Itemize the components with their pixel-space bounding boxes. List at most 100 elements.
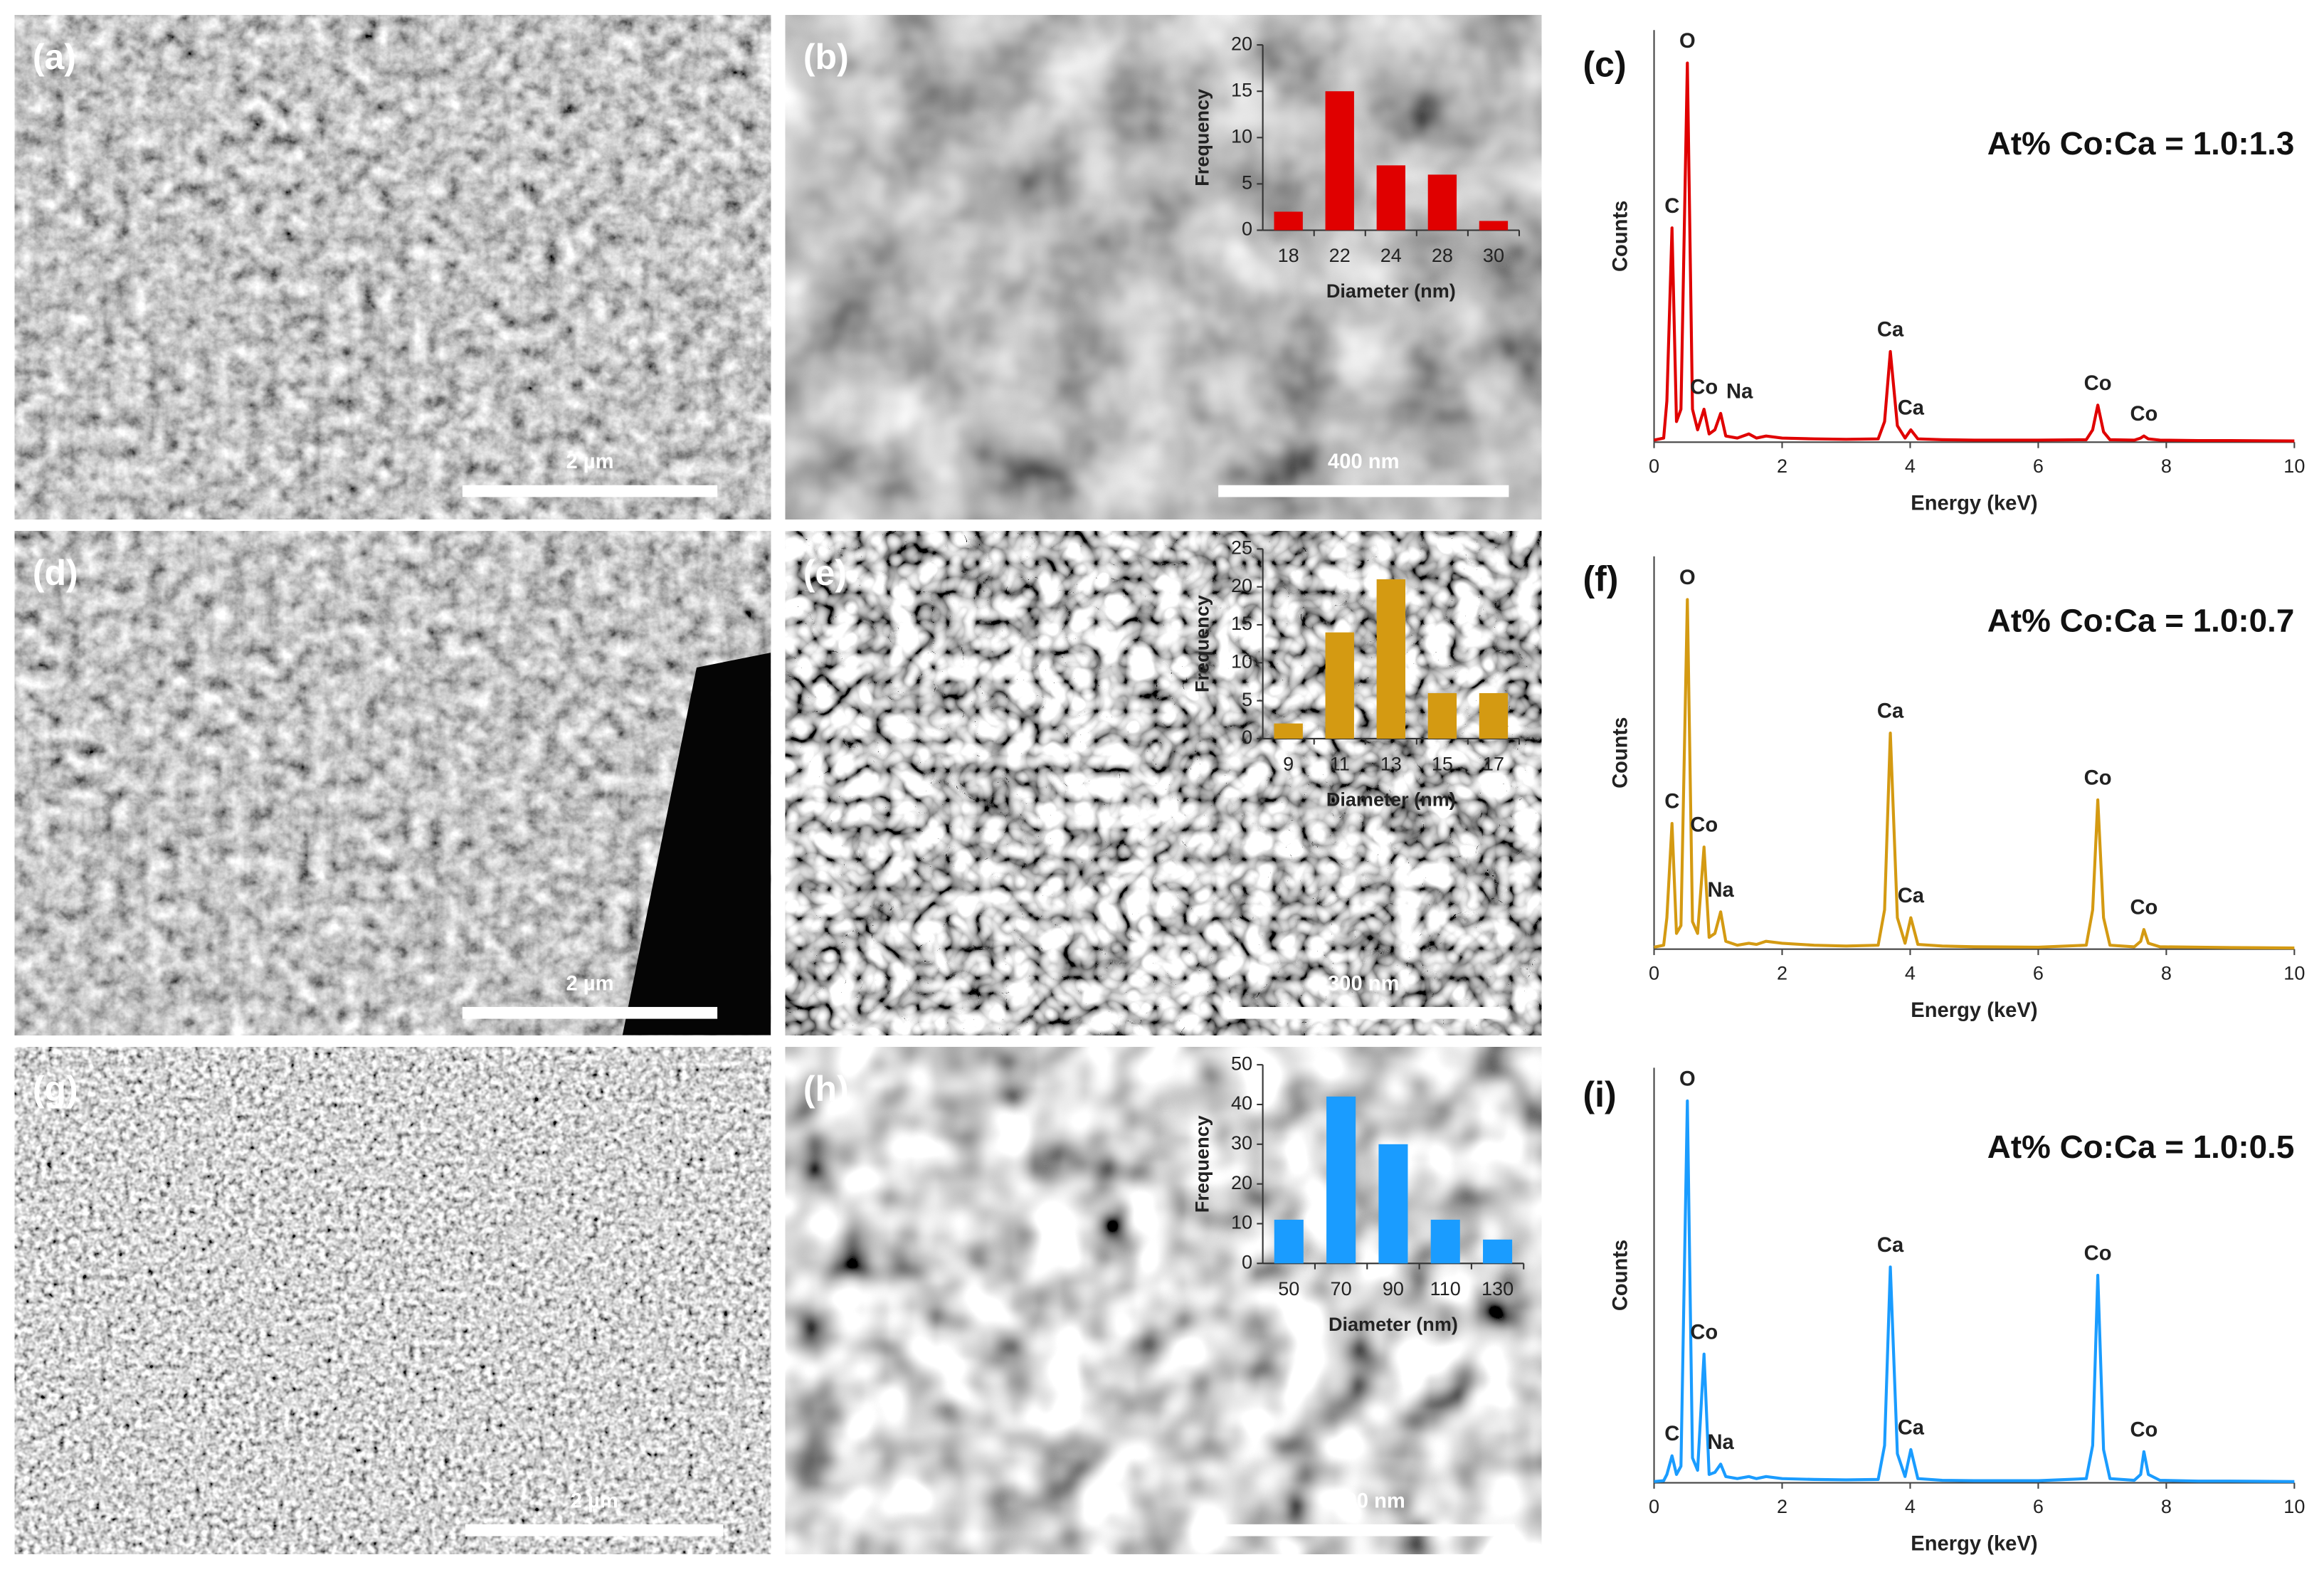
peak-label: Ca xyxy=(1877,1234,1904,1257)
y-tick-label: 20 xyxy=(1231,574,1252,596)
spectrum-line xyxy=(1654,598,2295,950)
x-tick-label: 10 xyxy=(2283,1495,2305,1517)
scale-bar-label: 2 µm xyxy=(571,1490,618,1512)
y-tick-label: 15 xyxy=(1231,78,1252,100)
y-axis-label: Counts xyxy=(1609,201,1632,272)
scale-bar xyxy=(465,1524,724,1536)
scale-bar-label: 400 nm xyxy=(1328,450,1399,473)
peak-label: Na xyxy=(1707,879,1734,902)
annotation: At% Co:Ca = 1.0:1.3 xyxy=(1987,125,2295,162)
x-tick-label: 8 xyxy=(2161,961,2172,984)
x-tick-label: 10 xyxy=(2283,455,2305,477)
peak-label: Ca xyxy=(1898,1416,1925,1439)
panel-label: (a) xyxy=(33,37,76,77)
bar xyxy=(1325,632,1354,739)
sem-image xyxy=(14,1047,771,1554)
y-axis-label: Counts xyxy=(1609,1240,1632,1311)
sem-dark-region xyxy=(622,653,771,1035)
scale-bar-label: 2 µm xyxy=(566,972,613,995)
peak-label: Co xyxy=(2084,766,2112,789)
y-tick-label: 0 xyxy=(1242,726,1252,748)
x-tick-label: 90 xyxy=(1383,1277,1404,1299)
panel-label: (i) xyxy=(1583,1075,1617,1114)
peak-label: O xyxy=(1679,1068,1696,1091)
x-axis-label: Energy (keV) xyxy=(1911,492,2037,515)
bar xyxy=(1479,692,1509,739)
sem-image xyxy=(785,531,1542,1035)
peak-label: Na xyxy=(1726,380,1753,403)
peak-label: C xyxy=(1664,1423,1679,1445)
x-tick-label: 8 xyxy=(2161,455,2172,477)
bar xyxy=(1376,579,1405,739)
panel-label: (b) xyxy=(803,37,849,77)
x-tick-label: 8 xyxy=(2161,1495,2172,1517)
panel-label: (c) xyxy=(1583,45,1627,85)
peak-label: Ca xyxy=(1877,319,1904,342)
y-axis-label: Frequency xyxy=(1190,1115,1213,1213)
peak-label: C xyxy=(1664,791,1679,813)
peak-label: O xyxy=(1679,566,1696,589)
panel-label: (g) xyxy=(33,1069,78,1109)
y-tick-label: 0 xyxy=(1242,218,1252,240)
x-axis-label: Diameter (nm) xyxy=(1326,789,1456,811)
y-tick-label: 10 xyxy=(1231,650,1252,672)
x-tick-label: 11 xyxy=(1330,753,1350,775)
bar xyxy=(1376,165,1405,231)
x-tick-label: 4 xyxy=(1905,961,1916,984)
x-tick-label: 28 xyxy=(1432,244,1453,266)
y-axis-label: Frequency xyxy=(1190,595,1213,692)
bar xyxy=(1483,1239,1513,1264)
y-tick-label: 20 xyxy=(1231,1171,1252,1193)
x-tick-label: 70 xyxy=(1331,1277,1352,1299)
x-tick-label: 4 xyxy=(1905,1495,1916,1517)
sem-image xyxy=(14,15,771,520)
peak-label: Ca xyxy=(1898,397,1925,420)
panel-label: (h) xyxy=(803,1069,849,1109)
scale-bar xyxy=(462,1006,718,1019)
scale-bar xyxy=(1227,1006,1500,1019)
peak-label: Co xyxy=(1690,1321,1718,1344)
x-tick-label: 18 xyxy=(1278,244,1299,266)
panel-label: (d) xyxy=(33,553,78,593)
y-tick-label: 30 xyxy=(1231,1132,1252,1154)
peak-label: O xyxy=(1679,30,1696,53)
x-tick-label: 110 xyxy=(1430,1277,1461,1299)
y-tick-label: 0 xyxy=(1242,1250,1252,1272)
peak-label: Co xyxy=(1690,376,1718,399)
peak-label: Co xyxy=(2130,1418,2157,1441)
x-tick-label: 9 xyxy=(1283,753,1294,775)
sem-image xyxy=(785,1047,1542,1554)
spectrum-line xyxy=(1654,1099,2295,1483)
annotation: At% Co:Ca = 1.0:0.5 xyxy=(1987,1129,2295,1165)
sem-image xyxy=(785,15,1542,520)
x-tick-label: 4 xyxy=(1905,455,1916,477)
scale-bar xyxy=(462,485,718,497)
x-tick-label: 130 xyxy=(1481,1277,1514,1299)
peak-label: Co xyxy=(2130,897,2157,919)
x-tick-label: 17 xyxy=(1483,753,1504,775)
x-tick-label: 2 xyxy=(1777,455,1787,477)
x-tick-label: 13 xyxy=(1380,753,1402,775)
bar xyxy=(1378,1144,1408,1264)
x-tick-label: 15 xyxy=(1432,753,1453,775)
bar xyxy=(1427,692,1457,739)
y-tick-label: 20 xyxy=(1231,32,1252,54)
scale-bar-label: 400 nm xyxy=(1333,1490,1405,1512)
bar xyxy=(1274,1219,1304,1264)
y-tick-label: 25 xyxy=(1231,536,1252,558)
panel-label: (e) xyxy=(803,553,847,593)
y-tick-label: 10 xyxy=(1231,1211,1252,1233)
x-tick-label: 0 xyxy=(1649,961,1659,984)
bar xyxy=(1427,174,1457,231)
x-tick-label: 30 xyxy=(1483,244,1504,266)
y-tick-label: 5 xyxy=(1242,172,1252,194)
x-tick-label: 10 xyxy=(2283,961,2305,984)
y-axis-label: Frequency xyxy=(1190,89,1213,186)
x-tick-label: 6 xyxy=(2033,455,2044,477)
peak-label: Co xyxy=(2130,403,2157,426)
peak-label: C xyxy=(1664,195,1679,218)
bar xyxy=(1325,91,1354,231)
x-axis-label: Diameter (nm) xyxy=(1329,1313,1458,1335)
